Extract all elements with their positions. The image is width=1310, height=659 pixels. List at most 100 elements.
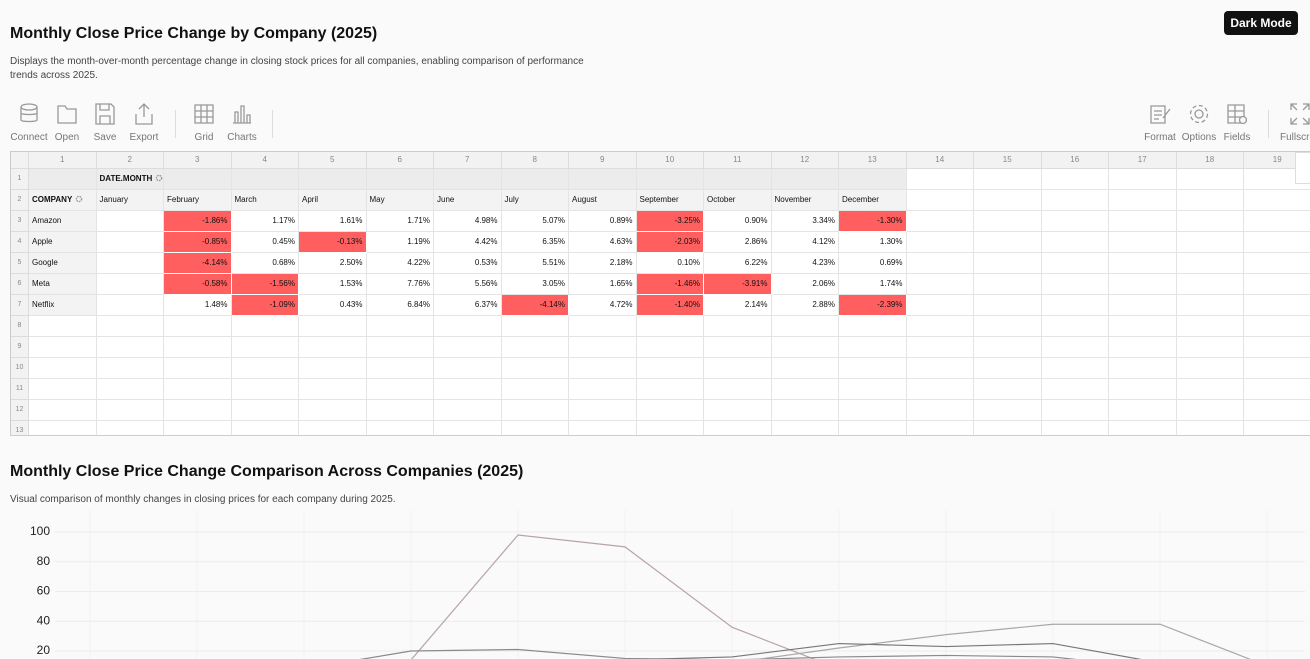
cell — [1041, 295, 1109, 316]
value-cell: 5.56% — [434, 274, 502, 295]
toolbar-options[interactable]: Options — [1174, 102, 1224, 143]
value-cell: 1.17% — [231, 211, 299, 232]
toolbar-grid[interactable]: Grid — [179, 102, 229, 143]
cell — [569, 358, 637, 379]
icon — [1150, 105, 1171, 124]
dark-mode-button[interactable]: Dark Mode — [1224, 11, 1298, 35]
side-tab[interactable] — [1295, 152, 1310, 184]
icon — [194, 104, 214, 124]
column-number: 7 — [434, 152, 502, 169]
cell — [1041, 211, 1109, 232]
toolbar-fullscreen[interactable]: Fullscreen — [1275, 102, 1310, 143]
icon — [1227, 104, 1248, 125]
column-number: 13 — [839, 152, 907, 169]
cell — [704, 337, 772, 358]
cell — [569, 400, 637, 421]
toolbar-charts[interactable]: Charts — [217, 102, 267, 143]
y-tick-label: 40 — [37, 613, 51, 627]
cell — [1109, 379, 1177, 400]
cell — [974, 295, 1042, 316]
cell — [96, 421, 164, 435]
month-header: August — [569, 190, 637, 211]
separator — [1268, 110, 1269, 138]
tool-label: Fullscreen — [1280, 132, 1310, 143]
value-cell: -1.46% — [636, 274, 704, 295]
y-tick-label: 80 — [37, 554, 51, 568]
value-cell: 2.06% — [771, 274, 839, 295]
cell — [1244, 169, 1310, 190]
cell — [29, 379, 97, 400]
value-cell: -3.25% — [636, 211, 704, 232]
column-number: 8 — [501, 152, 569, 169]
icon — [20, 103, 38, 123]
cell — [1041, 358, 1109, 379]
value-cell: 0.68% — [231, 253, 299, 274]
cell — [299, 379, 367, 400]
cell — [501, 421, 569, 435]
field-label[interactable]: COMPANY — [32, 195, 73, 204]
toolbar-fields[interactable]: Fields — [1212, 102, 1262, 143]
toolbar-open[interactable]: Open — [42, 102, 92, 143]
cell — [704, 421, 772, 435]
row-number: 10 — [11, 358, 29, 379]
gear-icon[interactable] — [155, 174, 163, 182]
value-cell: 2.88% — [771, 295, 839, 316]
column-number: 16 — [1041, 152, 1109, 169]
cell — [96, 400, 164, 421]
toolbar-format[interactable]: Format — [1135, 102, 1185, 143]
cell — [704, 358, 772, 379]
value-cell: -1.86% — [164, 211, 232, 232]
cell — [96, 316, 164, 337]
toolbar-save[interactable]: Save — [80, 102, 130, 143]
company-label: Apple — [29, 232, 97, 253]
value-cell: -3.91% — [704, 274, 772, 295]
tool-label: Export — [129, 132, 159, 143]
toolbar-connect[interactable]: Connect — [4, 102, 54, 143]
column-number: 10 — [636, 152, 704, 169]
column-number: 9 — [569, 152, 637, 169]
company-label: Amazon — [29, 211, 97, 232]
cell — [96, 169, 164, 190]
value-cell: 3.05% — [501, 274, 569, 295]
gear-icon[interactable] — [75, 195, 83, 203]
cell — [1041, 274, 1109, 295]
value-cell: -0.58% — [164, 274, 232, 295]
chart-description: Visual comparison of monthly changes in … — [10, 494, 396, 505]
value-cell: 6.22% — [704, 253, 772, 274]
row-number: 11 — [11, 379, 29, 400]
y-tick-label: 100 — [30, 524, 50, 538]
cell — [164, 358, 232, 379]
cell — [1176, 295, 1244, 316]
cell — [29, 337, 97, 358]
cell — [906, 295, 974, 316]
month-header: June — [434, 190, 502, 211]
cell — [974, 316, 1042, 337]
value-cell: -0.85% — [164, 232, 232, 253]
cell — [1109, 253, 1177, 274]
row-number: 4 — [11, 232, 29, 253]
row-number: 1 — [11, 169, 29, 190]
tool-label: Charts — [227, 132, 257, 143]
field-label[interactable]: DATE.MONTH — [99, 174, 153, 183]
separator — [175, 110, 176, 138]
cell — [839, 400, 907, 421]
cell — [1244, 316, 1310, 337]
cell — [231, 169, 299, 190]
cell — [636, 400, 704, 421]
cell — [299, 169, 367, 190]
cell — [1041, 169, 1109, 190]
month-header: October — [704, 190, 772, 211]
toolbar-export[interactable]: Export — [119, 102, 169, 143]
cell — [1041, 316, 1109, 337]
cell — [1244, 253, 1310, 274]
field-header: DATE.MONTH — [97, 169, 300, 190]
row-number: 3 — [11, 211, 29, 232]
cell — [974, 190, 1042, 211]
cell — [231, 316, 299, 337]
month-header: September — [636, 190, 704, 211]
cell — [704, 400, 772, 421]
cell — [366, 379, 434, 400]
cell — [1176, 316, 1244, 337]
icon — [1189, 104, 1209, 124]
cell — [704, 379, 772, 400]
